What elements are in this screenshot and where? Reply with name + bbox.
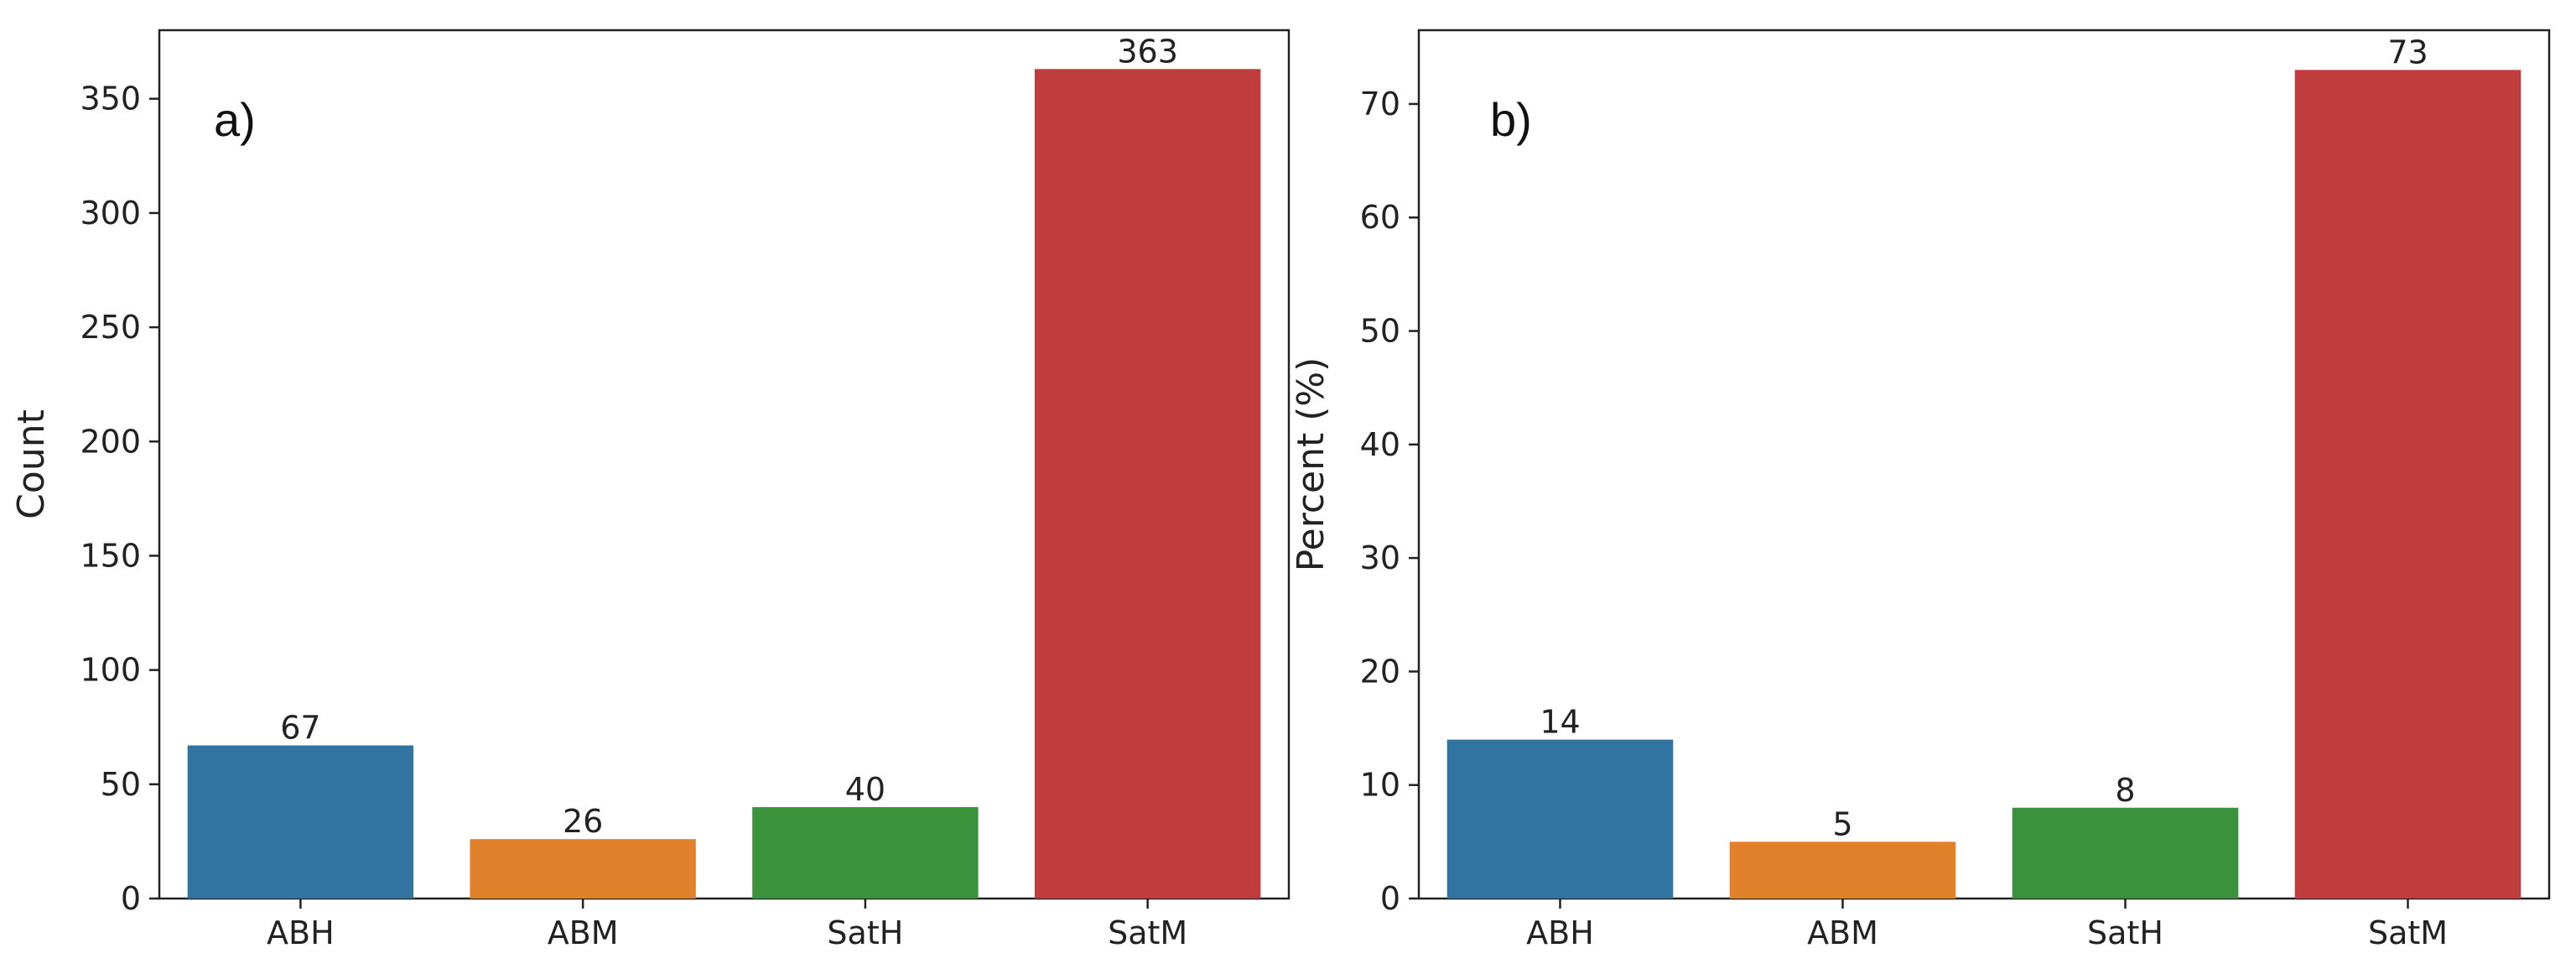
bar-abh — [187, 745, 414, 899]
panel-label: a) — [214, 93, 256, 146]
y-tick-label: 10 — [1360, 767, 1400, 804]
data-label-abh: 14 — [1540, 704, 1580, 741]
data-label-satm: 73 — [2387, 34, 2428, 70]
y-tick-label: 70 — [1360, 86, 1400, 122]
x-tick-label: SatH — [827, 914, 903, 951]
data-label-abm: 26 — [563, 803, 603, 840]
y-tick-label: 200 — [80, 423, 141, 460]
y-axis-label: Percent (%) — [1290, 357, 1332, 572]
panel-label: b) — [1490, 93, 1532, 146]
data-label-abm: 5 — [1832, 805, 1852, 842]
x-tick-label: SatM — [1108, 914, 1187, 951]
y-tick-label: 300 — [80, 195, 141, 232]
y-axis-label: Count — [10, 409, 53, 519]
data-label-sath: 8 — [2115, 772, 2135, 809]
y-tick-label: 60 — [1360, 199, 1400, 236]
y-tick-label: 0 — [121, 880, 141, 917]
y-tick-label: 20 — [1360, 653, 1400, 690]
plot-frame — [1417, 29, 2551, 900]
bar-sath — [752, 807, 979, 899]
y-tick-label: 40 — [1360, 426, 1400, 463]
y-tick-label: 350 — [80, 81, 141, 117]
y-tick-label: 0 — [1380, 880, 1400, 917]
data-label-abh: 67 — [280, 710, 320, 747]
y-tick-label: 100 — [80, 652, 141, 689]
plot-frame — [158, 29, 1291, 900]
x-tick-label: ABH — [267, 914, 335, 951]
y-tick-label: 250 — [80, 309, 141, 346]
bar-abm — [1729, 841, 1956, 899]
x-tick-label: ABM — [1807, 914, 1878, 951]
bar-satm — [1034, 69, 1261, 899]
x-tick-label: ABH — [1526, 914, 1594, 951]
bar-satm — [2294, 70, 2521, 899]
bar-sath — [2012, 807, 2239, 899]
panel-a: 67 ABH 26 ABM 40 SatH 363 SatM 0 50 100 150 200 250 30… — [10, 29, 1291, 951]
bar-abm — [470, 839, 696, 899]
y-tick-label: 150 — [80, 537, 141, 574]
x-tick-label: SatM — [2368, 914, 2448, 951]
y-tick-label: 50 — [1360, 313, 1400, 350]
panel-b: 14 ABH 5 ABM 8 SatH 73 SatM 0 10 20 30 40 50 60 70 Perce… — [1290, 29, 2551, 951]
y-tick-label: 50 — [101, 766, 141, 803]
data-label-sath: 40 — [845, 771, 886, 808]
x-tick-label: SatH — [2087, 914, 2163, 951]
bar-abh — [1446, 739, 1674, 899]
y-tick-label: 30 — [1360, 539, 1400, 576]
x-tick-label: ABM — [548, 914, 619, 951]
data-label-satm: 363 — [1117, 33, 1178, 70]
